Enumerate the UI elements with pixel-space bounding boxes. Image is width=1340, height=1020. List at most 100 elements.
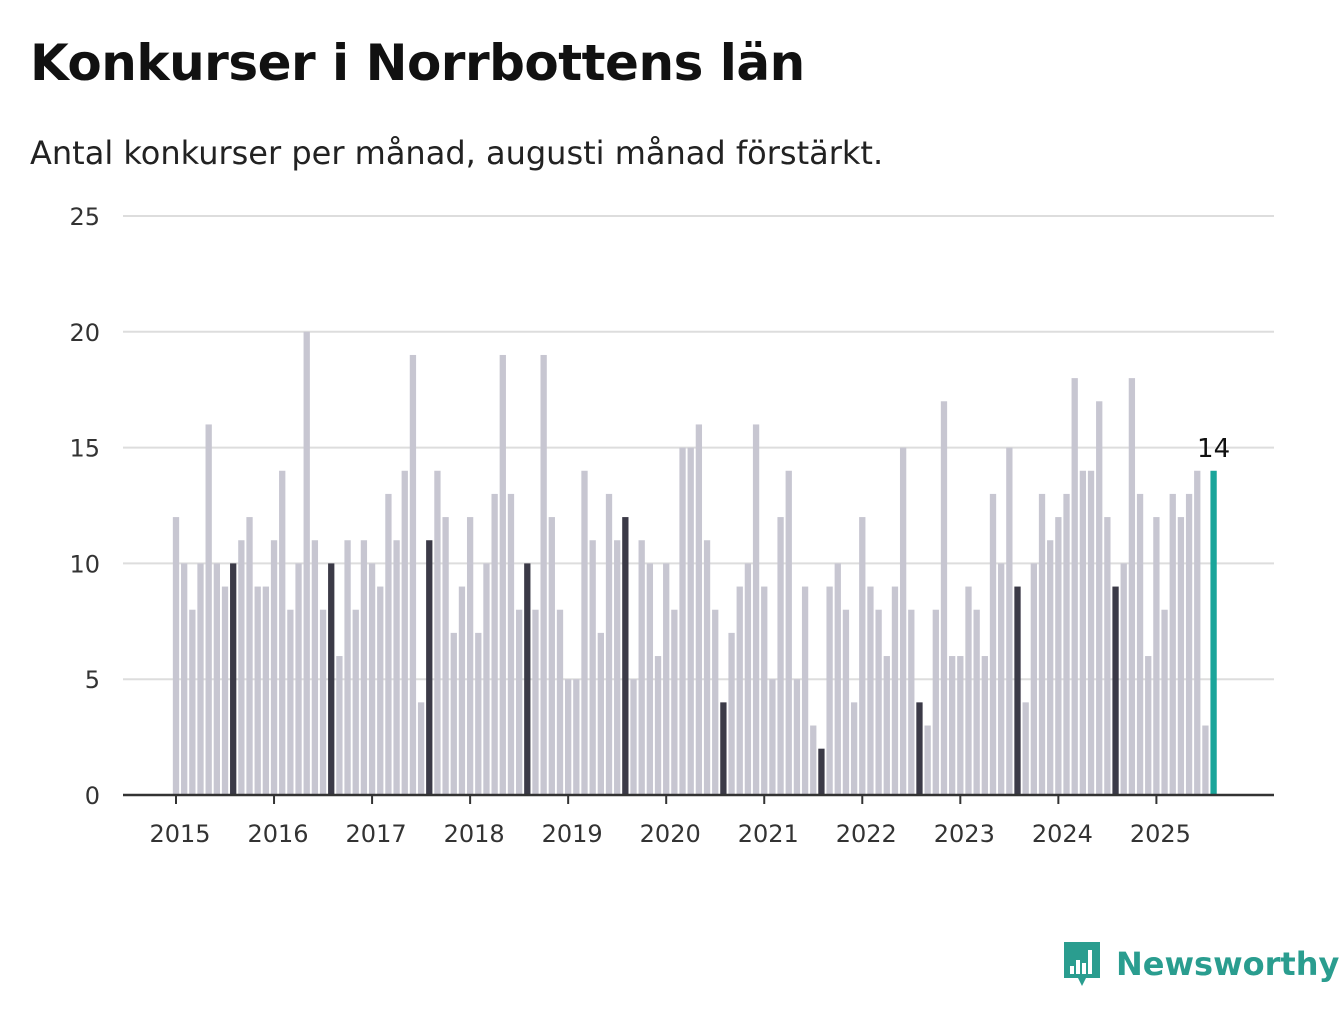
bar [189,609,196,795]
bar [965,586,972,795]
bar [1153,517,1160,795]
bar [368,563,376,795]
bar [679,447,686,795]
bar [221,586,229,795]
bar [1006,447,1013,795]
bar [344,540,351,795]
newsworthy-logo-icon [1064,942,1100,986]
bar [614,540,621,795]
bar [262,586,270,795]
bar [981,656,988,795]
bar [957,656,964,795]
bar [360,540,368,795]
bar [663,563,670,795]
bar [197,563,204,795]
bar [777,517,784,795]
bar [769,679,776,795]
bar [891,586,899,795]
bar [475,632,482,795]
bar [254,586,261,795]
bar [875,609,882,795]
y-tick-label: 0 [85,782,100,810]
bar [213,563,220,795]
bar [736,586,743,795]
brand-name: Newsworthy [1116,945,1340,983]
x-tick-label: 2023 [934,820,995,848]
bar [1128,378,1136,795]
bar [867,586,874,795]
bar [295,563,302,795]
bar [695,424,703,795]
brand: Newsworthy [1062,940,1339,988]
bar [989,493,997,795]
bar-august [916,702,923,795]
bar [491,493,498,795]
bar [1087,470,1095,795]
bar [842,609,850,795]
bar [311,540,319,795]
bar [899,447,907,795]
bar [1096,401,1103,795]
bar [246,517,253,795]
x-tick-label: 2022 [836,820,897,848]
bar [973,609,980,795]
bar [279,470,286,795]
bar [573,679,580,795]
bar [540,354,547,795]
bar [270,540,278,795]
bar [409,354,417,795]
bar [1120,563,1127,795]
bar [712,609,719,795]
bar [515,609,523,795]
x-tick-label: 2019 [542,820,603,848]
bar [785,470,792,795]
bar [336,656,343,795]
x-tick-label: 2025 [1130,820,1191,848]
bar [507,493,515,795]
bar [319,609,327,795]
bar [442,517,449,795]
bar [1104,517,1111,795]
bar [1202,725,1209,795]
bar [352,609,359,795]
bar [998,563,1005,795]
x-tick-label: 2016 [248,820,309,848]
bar-august [230,563,237,795]
bar [303,331,310,795]
bar-august [818,748,825,795]
bar-august [720,702,727,795]
bar [181,563,188,795]
bar [1161,609,1168,795]
bar [565,679,572,795]
bar [548,517,555,795]
bar [793,679,801,795]
bar [1194,470,1201,795]
bar [671,609,678,795]
bar [238,540,245,795]
bar [1055,517,1062,795]
bar [883,656,890,795]
bar-august [622,517,629,795]
bar [908,609,915,795]
y-tick-label: 25 [69,203,100,231]
y-tick-label: 5 [85,666,100,694]
bar [499,354,506,795]
bar-latest [1210,470,1217,795]
y-tick-label: 20 [69,319,100,347]
x-tick-label: 2017 [346,820,407,848]
x-tick-label: 2020 [640,820,701,848]
bar [1047,540,1054,795]
bar [205,424,212,795]
bar [630,679,637,795]
bar [1185,493,1193,795]
x-tick-label: 2024 [1032,820,1093,848]
bar [654,656,662,795]
y-tick-label: 15 [69,435,100,463]
bar-august [1014,586,1021,795]
bar [687,447,694,795]
bar [1030,563,1037,795]
x-tick-label: 2021 [738,820,799,848]
bar-august [1112,586,1119,795]
bar [826,586,833,795]
bar [801,586,809,795]
